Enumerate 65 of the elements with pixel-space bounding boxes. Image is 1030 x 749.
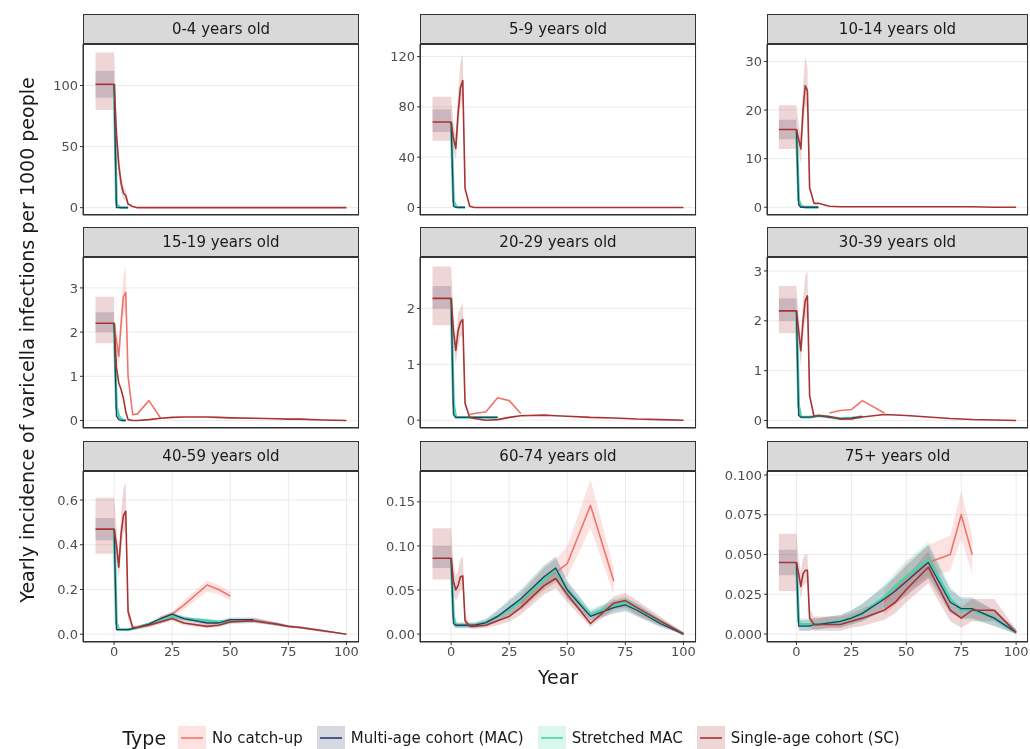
x-tick-label: 100 — [1003, 644, 1029, 660]
x-tick-label: 100 — [671, 644, 696, 660]
y-tick-label: 0.00 — [386, 626, 415, 642]
x-tick-label: 75 — [617, 644, 634, 660]
y-tick-label: 0 — [406, 412, 415, 428]
x-tick-label: 25 — [843, 644, 860, 660]
y-tick-label: 30 — [745, 54, 762, 70]
x-tick-label: 25 — [500, 644, 518, 660]
x-tick-label: 0 — [109, 644, 119, 660]
y-tick-label: 1 — [406, 356, 415, 372]
legend-label: Multi-age cohort (MAC) — [350, 729, 524, 747]
y-tick-label: 0 — [753, 199, 762, 215]
x-tick-label: 75 — [280, 644, 297, 660]
y-tick-label: 0 — [69, 413, 78, 429]
y-tick-label: 2 — [753, 313, 762, 329]
x-tick-label: 50 — [222, 644, 239, 660]
x-tick-label: 50 — [559, 644, 576, 660]
x-tick-label: 75 — [952, 644, 970, 660]
y-tick-label: 3 — [69, 280, 78, 296]
y-tick-label: 20 — [745, 102, 762, 118]
legend-label: Stretched MAC — [571, 729, 683, 747]
y-tick-label: 1 — [753, 363, 762, 379]
chart-title: 40-59 years old — [83, 441, 359, 471]
y-tick-label: 0.025 — [724, 586, 762, 602]
legend-label: No catch-up — [212, 729, 303, 747]
legend-title: Type — [122, 727, 167, 749]
x-tick-label: 100 — [334, 644, 359, 660]
legend-label: Single-age cohort (SC) — [730, 729, 900, 747]
chart-title: 30-39 years old — [767, 227, 1028, 257]
y-tick-label: 3 — [753, 263, 762, 279]
y-tick-label: 0.05 — [386, 582, 415, 598]
chart-title: 20-29 years old — [420, 227, 696, 257]
y-tick-label: 0.075 — [724, 507, 762, 523]
y-tick-label: 0 — [406, 200, 415, 216]
y-tick-label: 80 — [398, 99, 415, 115]
x-tick-label: 50 — [898, 644, 915, 660]
y-tick-label: 0.10 — [386, 538, 415, 554]
y-tick-label: 0.15 — [386, 494, 415, 510]
x-tick-label: 0 — [446, 644, 456, 660]
y-tick-label: 0.4 — [57, 537, 78, 553]
chart-title: 15-19 years old — [83, 227, 359, 257]
y-tick-label: 40 — [398, 149, 415, 165]
y-tick-label: 2 — [406, 301, 415, 317]
y-tick-label: 0.050 — [724, 547, 762, 563]
chart-title: 5-9 years old — [420, 14, 696, 44]
y-tick-label: 2 — [69, 324, 78, 340]
y-tick-label: 10 — [745, 151, 762, 167]
y-tick-label: 0.2 — [57, 582, 78, 598]
chart-title: 75+ years old — [767, 441, 1028, 471]
y-tick-label: 0.000 — [724, 626, 762, 642]
y-tick-label: 0 — [753, 413, 762, 429]
chart-title: 0-4 years old — [83, 14, 359, 44]
x-tick-label: 0 — [792, 644, 801, 660]
x-tick-label: 25 — [163, 644, 181, 660]
chart-title: 60-74 years old — [420, 441, 696, 471]
chart-title: 10-14 years old — [767, 14, 1028, 44]
y-tick-label: 100 — [53, 78, 78, 94]
y-tick-label: 0 — [69, 200, 78, 216]
x-axis-title: Year — [536, 666, 580, 688]
y-tick-label: 0.0 — [57, 626, 78, 642]
y-tick-label: 1 — [69, 368, 78, 384]
y-tick-label: 0.6 — [57, 492, 78, 508]
y-tick-label: 120 — [390, 49, 415, 65]
y-tick-label: 50 — [61, 139, 78, 155]
y-axis-title: Yearly incidence of varicella infections per 1000 people — [16, 77, 38, 603]
